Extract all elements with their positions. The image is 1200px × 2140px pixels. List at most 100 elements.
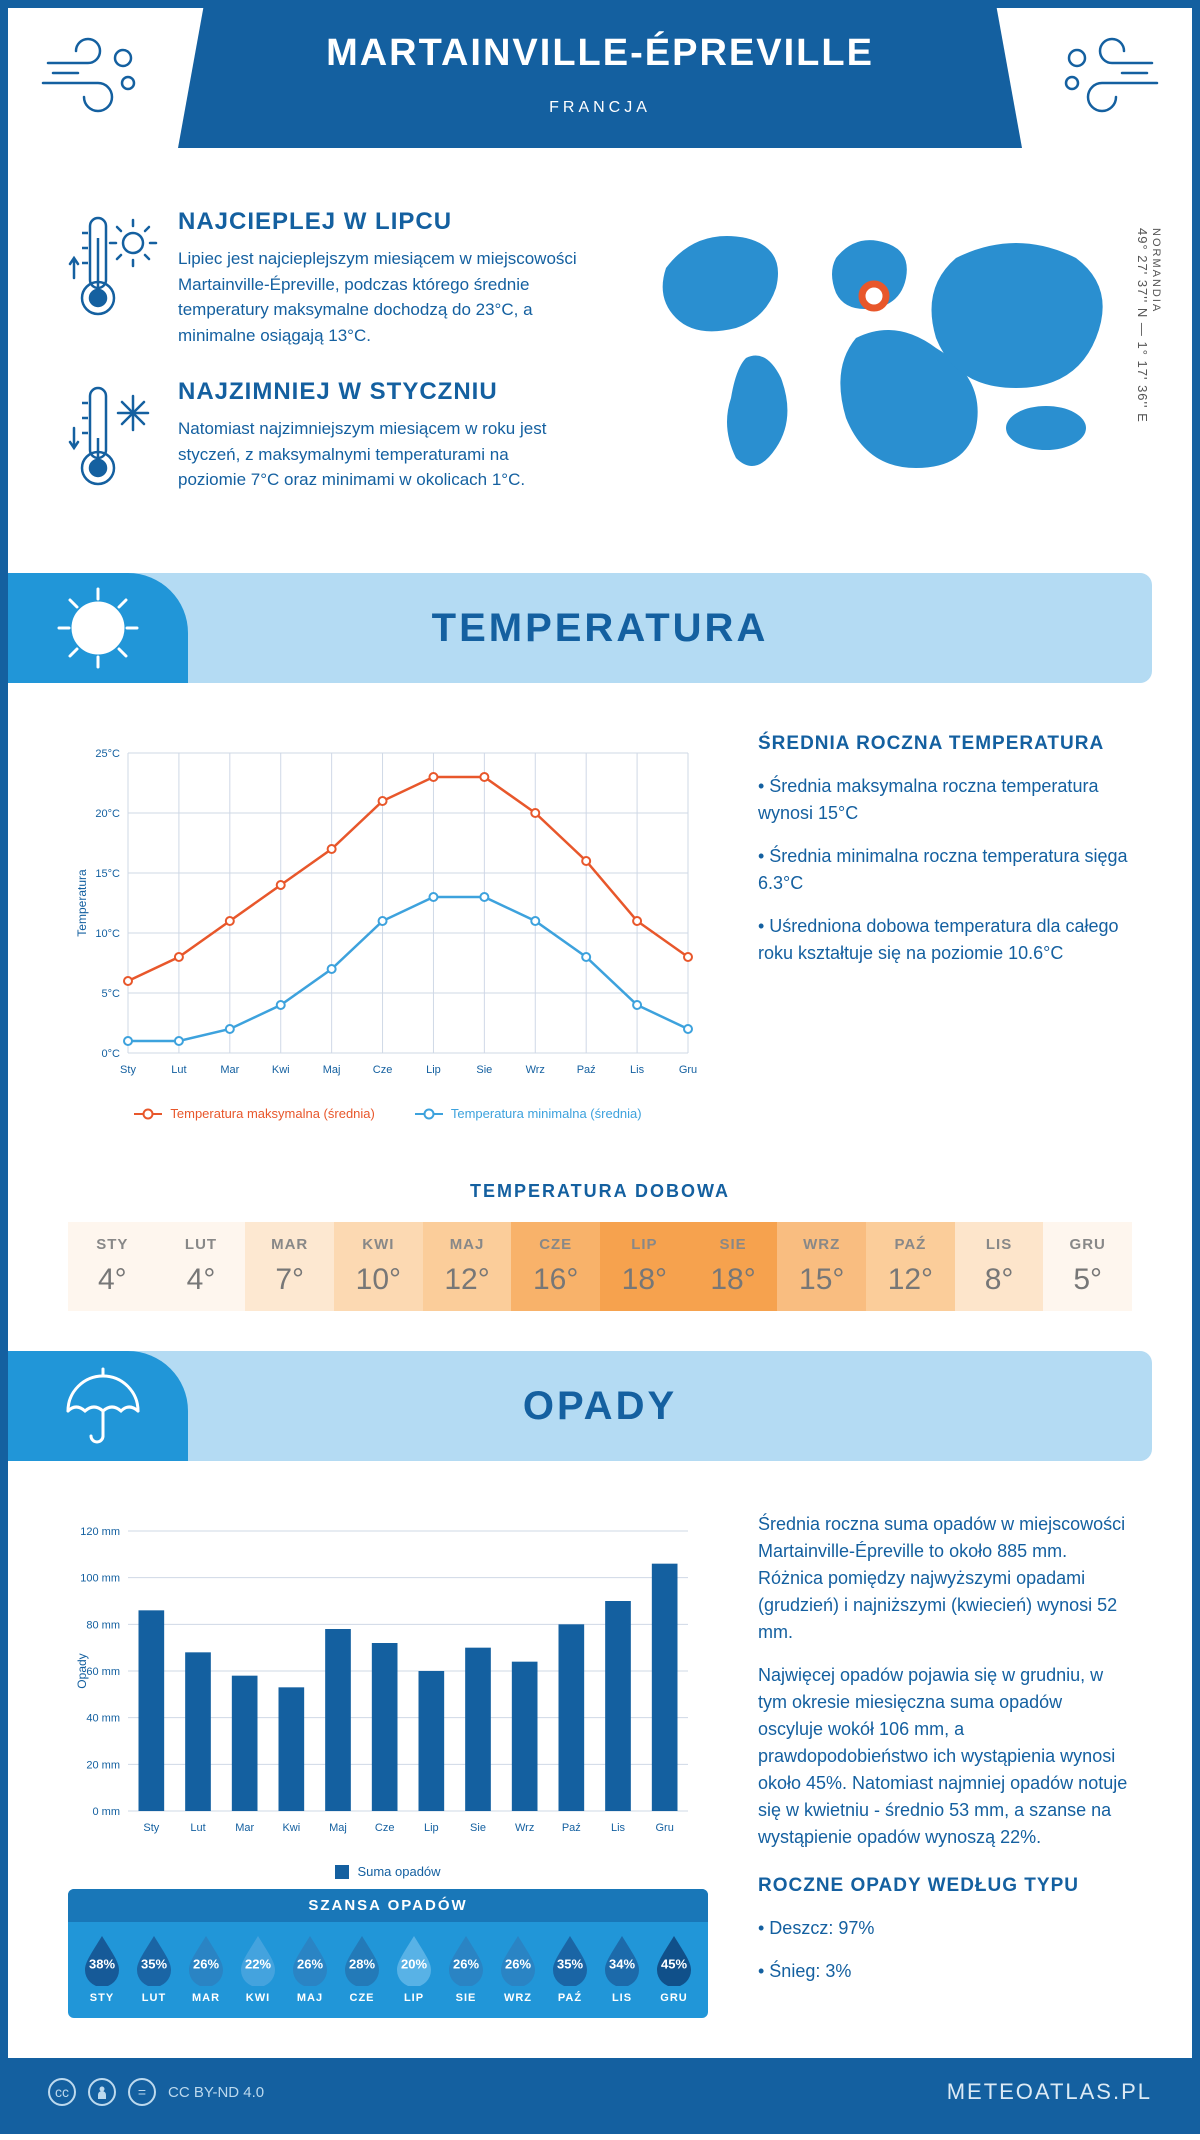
- rain-chance-cell: 35% PAŹ: [544, 1934, 596, 2004]
- rain-chance-panel: SZANSA OPADÓW 38% STY 35% LUT 26% MAR 22…: [68, 1889, 708, 2018]
- svg-text:Lis: Lis: [630, 1064, 645, 1076]
- cc-nd-icon: =: [128, 2078, 156, 2106]
- dobowa-cell: MAJ12°: [423, 1222, 512, 1311]
- svg-text:100 mm: 100 mm: [80, 1573, 120, 1585]
- svg-text:Kwi: Kwi: [282, 1822, 300, 1834]
- fact-hot-title: NAJCIEPLEJ W LIPCU: [178, 208, 580, 236]
- svg-text:Sty: Sty: [143, 1822, 159, 1834]
- svg-text:Paź: Paź: [577, 1064, 596, 1076]
- svg-text:Sie: Sie: [476, 1064, 492, 1076]
- opady-b1: • Deszcz: 97%: [758, 1915, 1132, 1942]
- rain-chance-cell: 34% LIS: [596, 1934, 648, 2004]
- dobowa-cell: LIP18°: [600, 1222, 689, 1311]
- daily-temp-strip: STY4°LUT4°MAR7°KWI10°MAJ12°CZE16°LIP18°S…: [68, 1222, 1132, 1311]
- svg-text:25°C: 25°C: [95, 748, 120, 760]
- rain-chance-cell: 45% GRU: [648, 1934, 700, 2004]
- temperature-line-chart: 0°C 5°C 10°C 15°C 20°C 25°C Sty Lut Mar Kwi Maj Cze…: [68, 733, 708, 1093]
- opady-chart-legend: Suma opadów: [68, 1864, 708, 1879]
- dobowa-cell: LUT4°: [157, 1222, 246, 1311]
- rain-chance-cell: 22% KWI: [232, 1934, 284, 2004]
- svg-text:Opady: Opady: [75, 1653, 89, 1688]
- dobowa-cell: GRU5°: [1043, 1222, 1132, 1311]
- svg-text:Mar: Mar: [220, 1064, 239, 1076]
- cc-by-icon: [88, 2078, 116, 2106]
- world-map-icon: [620, 208, 1132, 488]
- brand-text: METEOATLAS.PL: [947, 2079, 1152, 2105]
- city-title: MARTAINVILLE-ÉPREVILLE: [198, 32, 1002, 75]
- svg-text:Wrz: Wrz: [526, 1064, 545, 1076]
- svg-text:10°C: 10°C: [95, 928, 120, 940]
- temp-info-b2: • Średnia minimalna roczna temperatura s…: [758, 843, 1132, 897]
- rain-chance-cell: 26% MAJ: [284, 1934, 336, 2004]
- svg-text:Lip: Lip: [426, 1064, 441, 1076]
- fact-cold-body: Natomiast najzimniejszym miesiącem w rok…: [178, 416, 580, 493]
- temp-info-b3: • Uśredniona dobowa temperatura dla całe…: [758, 913, 1132, 967]
- opady-b2: • Śnieg: 3%: [758, 1958, 1132, 1985]
- cc-icon: cc: [48, 2078, 76, 2106]
- fact-cold: NAJZIMNIEJ W STYCZNIU Natomiast najzimni…: [68, 378, 580, 503]
- svg-text:Temperatura: Temperatura: [75, 869, 89, 937]
- wind-icon: [1052, 28, 1162, 123]
- svg-text:Cze: Cze: [373, 1064, 393, 1076]
- header: MARTAINVILLE-ÉPREVILLE FRANCJA: [8, 8, 1192, 178]
- footer: cc = CC BY-ND 4.0 METEOATLAS.PL: [8, 2058, 1192, 2126]
- svg-text:Lut: Lut: [190, 1822, 205, 1834]
- opady-heading2: ROCZNE OPADY WEDŁUG TYPU: [758, 1875, 1132, 1897]
- fact-hot-body: Lipiec jest najcieplejszym miesiącem w m…: [178, 246, 580, 348]
- rain-chance-cell: 35% LUT: [128, 1934, 180, 2004]
- svg-text:Lip: Lip: [424, 1822, 439, 1834]
- svg-text:Kwi: Kwi: [272, 1064, 290, 1076]
- svg-text:Paź: Paź: [562, 1822, 581, 1834]
- dobowa-cell: KWI10°: [334, 1222, 423, 1311]
- svg-text:Sie: Sie: [470, 1822, 486, 1834]
- svg-text:Mar: Mar: [235, 1822, 254, 1834]
- precipitation-bar-chart: 0 mm 20 mm 40 mm 60 mm 80 mm 100 mm 120 mm Sty L…: [68, 1511, 708, 1851]
- svg-text:Lis: Lis: [611, 1822, 626, 1834]
- svg-text:Maj: Maj: [329, 1822, 347, 1834]
- svg-text:5°C: 5°C: [102, 988, 121, 1000]
- svg-text:Lut: Lut: [171, 1064, 186, 1076]
- svg-text:20°C: 20°C: [95, 808, 120, 820]
- svg-text:Gru: Gru: [655, 1822, 673, 1834]
- svg-text:120 mm: 120 mm: [80, 1526, 120, 1538]
- thermometer-sun-icon: [68, 208, 158, 348]
- dobowa-cell: CZE16°: [511, 1222, 600, 1311]
- svg-text:40 mm: 40 mm: [86, 1713, 120, 1725]
- svg-text:Sty: Sty: [120, 1064, 136, 1076]
- dobowa-cell: WRZ15°: [777, 1222, 866, 1311]
- temp-info-heading: ŚREDNIA ROCZNA TEMPERATURA: [758, 733, 1132, 755]
- section-title-temp: TEMPERATURA: [432, 606, 769, 651]
- svg-text:60 mm: 60 mm: [86, 1666, 120, 1678]
- opady-p1: Średnia roczna suma opadów w miejscowośc…: [758, 1511, 1132, 1646]
- fact-cold-title: NAJZIMNIEJ W STYCZNIU: [178, 378, 580, 406]
- svg-text:0°C: 0°C: [102, 1048, 121, 1060]
- section-title-opady: OPADY: [523, 1384, 677, 1429]
- svg-text:Maj: Maj: [323, 1064, 341, 1076]
- rain-chance-cell: 26% SIE: [440, 1934, 492, 2004]
- wind-icon: [38, 28, 148, 123]
- rain-chance-cell: 38% STY: [76, 1934, 128, 2004]
- section-header-temp: TEMPERATURA: [8, 573, 1152, 683]
- dobowa-cell: SIE18°: [689, 1222, 778, 1311]
- svg-text:20 mm: 20 mm: [86, 1759, 120, 1771]
- country-label: FRANCJA: [198, 99, 1002, 117]
- rain-chance-cell: 26% MAR: [180, 1934, 232, 2004]
- umbrella-icon: [8, 1351, 188, 1461]
- dobowa-title: TEMPERATURA DOBOWA: [8, 1181, 1192, 1202]
- dobowa-cell: MAR7°: [245, 1222, 334, 1311]
- svg-text:Gru: Gru: [679, 1064, 697, 1076]
- license-text: CC BY-ND 4.0: [168, 2084, 264, 2101]
- rain-chance-title: SZANSA OPADÓW: [68, 1889, 708, 1922]
- temp-info-b1: • Średnia maksymalna roczna temperatura …: [758, 773, 1132, 827]
- svg-text:Cze: Cze: [375, 1822, 395, 1834]
- svg-text:Wrz: Wrz: [515, 1822, 534, 1834]
- opady-p2: Najwięcej opadów pojawia się w grudniu, …: [758, 1662, 1132, 1851]
- rain-chance-cell: 28% CZE: [336, 1934, 388, 2004]
- svg-text:80 mm: 80 mm: [86, 1619, 120, 1631]
- rain-chance-cell: 26% WRZ: [492, 1934, 544, 2004]
- rain-chance-cell: 20% LIP: [388, 1934, 440, 2004]
- coordinates: NORMANDIA 49° 27' 37'' N — 1° 17' 36'' E: [1135, 228, 1162, 423]
- svg-text:15°C: 15°C: [95, 868, 120, 880]
- svg-text:0 mm: 0 mm: [93, 1806, 121, 1818]
- dobowa-cell: PAŹ12°: [866, 1222, 955, 1311]
